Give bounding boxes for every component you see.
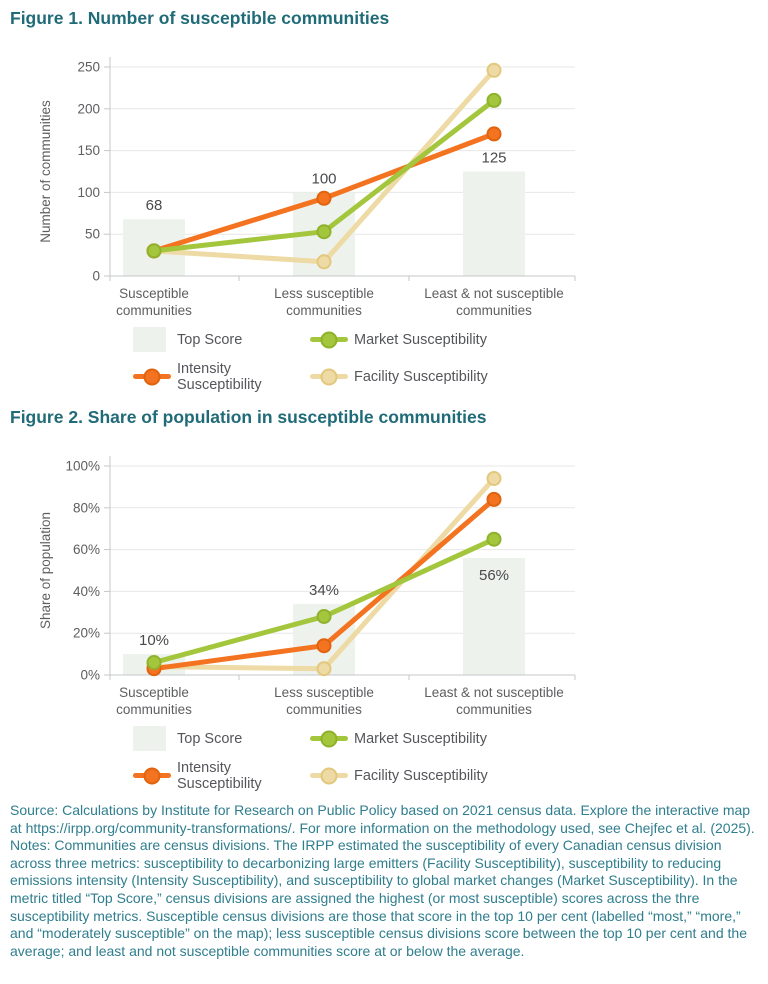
- source-text: Source: Calculations by Institute for Re…: [10, 802, 755, 836]
- category-label: Less susceptible: [274, 685, 374, 700]
- chart-svg: 10% 34% 56% 0% 20% 40% 60% 80% 100% Susceptible co…: [38, 456, 576, 717]
- figure2-chart: 10% 34% 56% 0% 20% 40% 60% 80% 100% Susceptible co…: [10, 442, 610, 717]
- legend-item-facility-susceptibility: Facility Susceptibility: [310, 358, 758, 395]
- bar-value-label: 10%: [139, 632, 169, 649]
- bar-value-label: 56%: [479, 567, 509, 584]
- intensity-swatch-slot: [133, 368, 177, 385]
- legend-label: Market Susceptibility: [354, 730, 487, 747]
- legend-item-top-score: Top Score: [133, 720, 310, 757]
- market-dot-icon: [320, 331, 338, 348]
- legend-item-intensity-susceptibility: Intensity Susceptibility: [133, 358, 310, 395]
- y-tick-label: 60%: [73, 542, 100, 557]
- market-line-swatch: [310, 730, 348, 747]
- bar-value-label: 34%: [309, 582, 339, 599]
- market-swatch-slot: [310, 730, 354, 747]
- intensity-susceptibility-point: [316, 190, 332, 206]
- category-label: communities: [456, 303, 532, 315]
- top-score-swatch-slot: [133, 726, 177, 751]
- intensity-line-swatch: [133, 368, 171, 385]
- intensity-dot-icon: [143, 767, 161, 784]
- bar-value-label: 100: [311, 170, 336, 187]
- figure1-title: Figure 1. Number of susceptible communit…: [10, 8, 390, 28]
- market-susceptibility-point: [146, 243, 162, 259]
- category-label: Least & not susceptible: [424, 685, 564, 700]
- facility-susceptibility-point: [316, 254, 332, 270]
- y-tick-label: 100%: [65, 459, 100, 474]
- intensity-swatch-slot: [133, 767, 177, 784]
- facility-susceptibility-point: [316, 661, 332, 677]
- y-axis-title: Number of communities: [38, 100, 53, 243]
- facility-susceptibility-point: [486, 62, 502, 78]
- facility-dot-icon: [320, 368, 338, 385]
- category-label: communities: [456, 702, 532, 714]
- legend-item-facility-susceptibility: Facility Susceptibility: [310, 757, 758, 794]
- facility-line-swatch: [310, 767, 348, 784]
- legend-item-market-susceptibility: Market Susceptibility: [310, 321, 758, 358]
- legend-label: Facility Susceptibility: [354, 767, 488, 784]
- market-line-swatch: [310, 331, 348, 348]
- legend-label: Facility Susceptibility: [354, 368, 488, 385]
- legend-label: Top Score: [177, 730, 243, 747]
- figure1-chart: 68 100 125 0 50 100 150 200 250 Susceptible commun…: [10, 43, 610, 318]
- category-label: communities: [286, 702, 362, 714]
- intensity-susceptibility-point: [486, 126, 502, 142]
- chart-svg: 68 100 125 0 50 100 150 200 250 Susceptible commun…: [38, 57, 576, 318]
- legend-item-intensity-susceptibility: Intensity Susceptibility: [133, 757, 310, 794]
- market-susceptibility-point: [316, 609, 332, 624]
- notes-text: Notes: Communities are census divisions.…: [10, 837, 747, 959]
- bar-value-label: 68: [146, 197, 163, 214]
- intensity-dot-icon: [143, 368, 161, 385]
- legend-item-market-susceptibility: Market Susceptibility: [310, 720, 758, 757]
- y-tick-label: 50: [85, 227, 100, 242]
- market-susceptibility-point: [316, 224, 332, 240]
- y-tick-label: 40%: [73, 584, 100, 599]
- category-label: communities: [286, 303, 362, 315]
- legend-label: Market Susceptibility: [354, 331, 487, 348]
- legend-label: Top Score: [177, 331, 243, 348]
- y-tick-label: 0: [92, 269, 100, 284]
- legend-label: Intensity Susceptibility: [177, 759, 262, 792]
- legend-item-top-score: Top Score: [133, 321, 310, 358]
- category-label: communities: [116, 303, 192, 315]
- y-tick-label: 250: [77, 60, 100, 75]
- intensity-line-swatch: [133, 767, 171, 784]
- market-dot-icon: [320, 730, 338, 747]
- page: Figure 1. Number of susceptible communit…: [10, 8, 758, 960]
- top-score-bar: [463, 558, 525, 675]
- figure2-title: Figure 2. Share of population in suscept…: [10, 407, 487, 427]
- market-susceptibility-point: [486, 92, 502, 108]
- category-label: Susceptible: [119, 286, 189, 301]
- facility-swatch-slot: [310, 368, 354, 385]
- intensity-susceptibility-point: [486, 491, 502, 507]
- y-axis-title: Share of population: [38, 512, 53, 629]
- y-tick-label: 200: [77, 101, 100, 116]
- facility-susceptibility-point: [486, 471, 502, 486]
- facility-swatch-slot: [310, 767, 354, 784]
- category-label: Susceptible: [119, 685, 189, 700]
- top-score-swatch: [133, 327, 166, 352]
- category-label: communities: [116, 702, 192, 714]
- market-swatch-slot: [310, 331, 354, 348]
- intensity-susceptibility-point: [316, 638, 332, 654]
- y-tick-label: 0%: [80, 668, 100, 683]
- category-label: Least & not susceptible: [424, 286, 564, 301]
- facility-line-swatch: [310, 368, 348, 385]
- y-tick-label: 100: [77, 185, 100, 200]
- y-tick-label: 20%: [73, 626, 100, 641]
- market-susceptibility-point: [146, 655, 162, 670]
- y-tick-label: 80%: [73, 500, 100, 515]
- category-label: Less susceptible: [274, 286, 374, 301]
- top-score-swatch: [133, 726, 166, 751]
- figure1-legend: Top Score Market Susceptibility Intensit…: [133, 321, 758, 395]
- top-score-bar: [463, 171, 525, 276]
- top-score-swatch-slot: [133, 327, 177, 352]
- market-susceptibility-point: [486, 531, 502, 547]
- figure2-legend: Top Score Market Susceptibility Intensit…: [133, 720, 758, 794]
- y-tick-label: 150: [77, 143, 100, 158]
- bar-value-label: 125: [481, 150, 506, 167]
- legend-label: Intensity Susceptibility: [177, 360, 262, 393]
- facility-dot-icon: [320, 767, 338, 784]
- footer-notes: Source: Calculations by Institute for Re…: [10, 802, 758, 960]
